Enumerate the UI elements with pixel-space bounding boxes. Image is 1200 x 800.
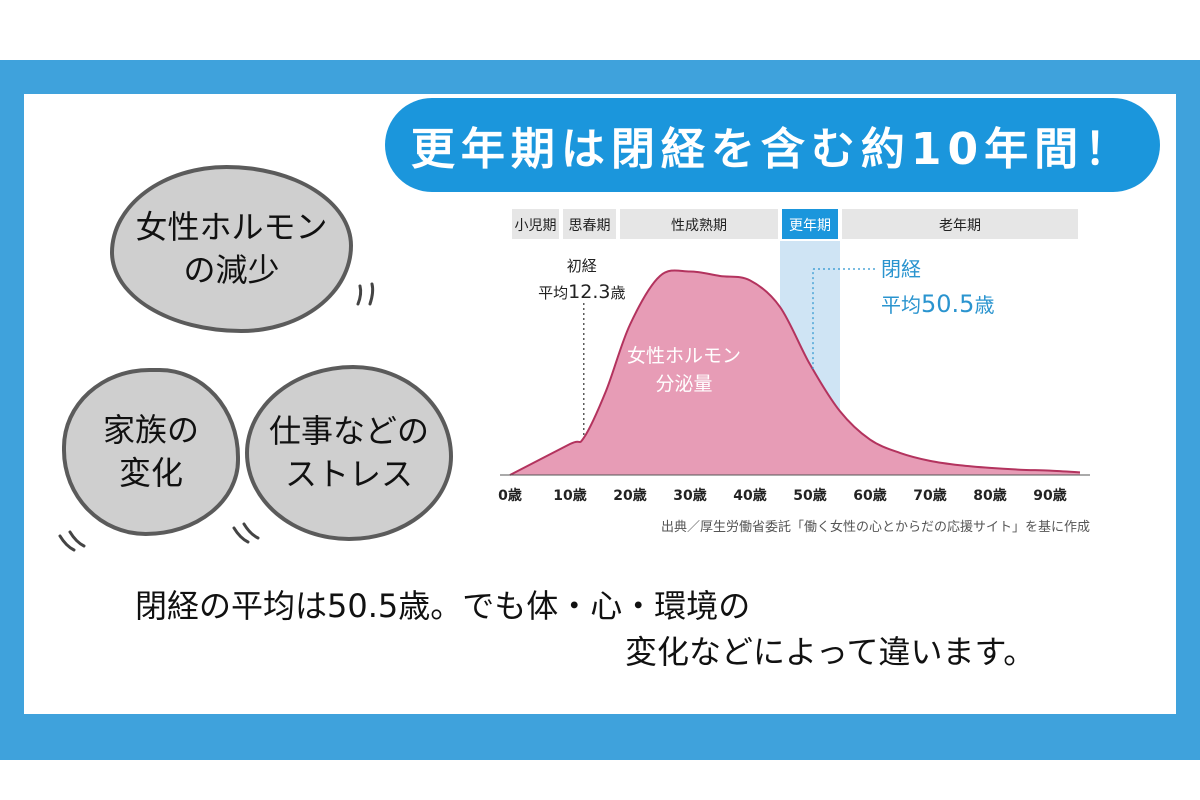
x-tick-label: 20歳 xyxy=(613,487,646,504)
period-label: 性成熟期 xyxy=(671,218,727,234)
bubble-text: 家族の xyxy=(102,410,199,449)
bubble-text: 女性ホルモン xyxy=(135,207,328,246)
title-banner: 更年期は閉経を含む約10年間！ xyxy=(385,98,1160,192)
hormone-area xyxy=(510,270,1080,475)
period-label: 小児期 xyxy=(515,218,557,234)
x-tick-label: 10歳 xyxy=(553,487,586,504)
wobble-marks-1 xyxy=(356,282,375,306)
x-tick-label: 30歳 xyxy=(673,487,706,504)
chart-source: 出典／厚生労働省委託「働く女性の心とからだの応援サイト」を基に作成 xyxy=(661,519,1090,535)
period-box-2 xyxy=(620,209,778,239)
page-title: 更年期は閉経を含む約10年間！ xyxy=(410,124,1135,175)
period-box-0 xyxy=(512,209,559,239)
period-box-3 xyxy=(782,209,838,239)
annotation-menopause-title: 閉経 xyxy=(881,257,921,281)
period-label: 更年期 xyxy=(789,218,831,234)
curve-label: 分泌量 xyxy=(655,373,712,395)
caption-line-1: 閉経の平均は50.5歳。でも体・心・環境の xyxy=(135,587,751,625)
bubble-work-stress: 仕事などの ストレス xyxy=(245,365,453,541)
bubble-text: の減少 xyxy=(183,251,280,289)
bubble-text: 変化 xyxy=(118,454,183,492)
x-tick-label: 90歳 xyxy=(1033,487,1066,504)
bubble-hormone-decrease: 女性ホルモン の減少 xyxy=(110,165,353,333)
x-tick-label: 70歳 xyxy=(913,487,946,504)
wobble-marks-2 xyxy=(58,530,86,552)
bubble-family-change: 家族の 変化 xyxy=(62,368,240,536)
period-box-4 xyxy=(842,209,1078,239)
bubble-text: ストレス xyxy=(284,455,413,493)
period-box-1 xyxy=(563,209,616,239)
annotation-menopause-value: 平均50.5歳 xyxy=(881,290,994,318)
x-tick-label: 50歳 xyxy=(793,487,826,504)
annotation-menarche-value: 平均12.3歳 xyxy=(538,281,625,303)
x-tick-label: 80歳 xyxy=(973,487,1006,504)
curve-label: 女性ホルモン xyxy=(627,345,741,367)
caption: 閉経の平均は50.5歳。でも体・心・環境の 変化などによって違います。 xyxy=(135,582,1095,682)
wobble-marks-3 xyxy=(232,522,260,544)
annotation-menarche-title: 初経 xyxy=(567,257,597,275)
x-tick-label: 40歳 xyxy=(733,487,766,504)
period-label: 思春期 xyxy=(569,218,611,234)
bubble-text: 仕事などの xyxy=(268,411,429,450)
hormone-line xyxy=(509,269,1081,476)
x-tick-label: 0歳 xyxy=(498,487,522,504)
period-label: 老年期 xyxy=(939,218,981,234)
caption-line-2: 変化などによって違います。 xyxy=(625,633,1036,671)
x-tick-label: 60歳 xyxy=(853,487,886,504)
